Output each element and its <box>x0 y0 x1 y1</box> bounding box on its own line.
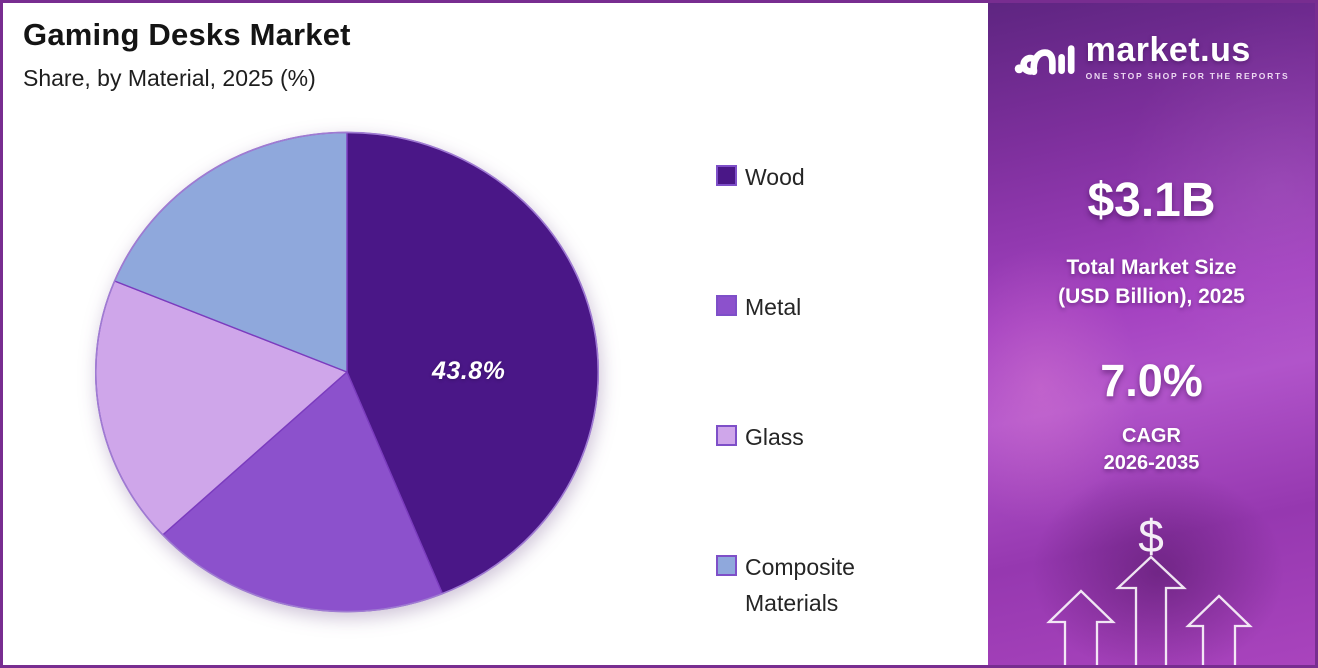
pie-outer-rim <box>96 132 598 611</box>
growth-arrows-graphic: $ <box>1046 510 1253 665</box>
pie-chart-svg <box>88 125 606 619</box>
up-arrow-middle-icon <box>1115 555 1187 665</box>
brand-text-block: market.us ONE STOP SHOP FOR THE REPORTS <box>1086 33 1290 81</box>
market-size-label: Total Market Size (USD Billion), 2025 <box>988 253 1315 311</box>
cagr-label-line1: CAGR <box>1122 425 1181 447</box>
up-arrow-left-icon <box>1046 589 1116 665</box>
market-size-value: $3.1B <box>1087 174 1216 227</box>
brand-logo: market.us ONE STOP SHOP FOR THE REPORTS <box>988 31 1315 83</box>
legend-label: Metal <box>745 294 802 320</box>
legend-item: Glass <box>716 419 915 455</box>
up-arrow-icons <box>1046 555 1253 665</box>
pie-slice-data-label: 43.8% <box>432 357 506 385</box>
brand-sidebar: market.us ONE STOP SHOP FOR THE REPORTS … <box>988 3 1315 665</box>
dollar-icon: $ <box>1138 510 1164 562</box>
chart-header: Gaming Desks Market Share, by Material, … <box>23 17 351 92</box>
cagr-value: 7.0% <box>1100 355 1203 406</box>
legend-item: Metal <box>716 289 915 325</box>
market-size-label-line2: (USD Billion), 2025 <box>1058 285 1245 308</box>
page-title: Gaming Desks Market <box>23 17 351 52</box>
legend-swatch-icon <box>716 165 737 186</box>
legend-label: Wood <box>745 164 805 190</box>
legend-swatch-icon <box>716 555 737 576</box>
legend-item: Composite Materials <box>716 549 915 621</box>
legend-label: Composite Materials <box>745 554 855 616</box>
pie-chart <box>88 125 606 619</box>
page-subtitle: Share, by Material, 2025 (%) <box>23 65 316 91</box>
legend-item: Wood <box>716 159 915 195</box>
market-size-label-line1: Total Market Size <box>1066 256 1237 279</box>
up-arrow-right-icon <box>1185 594 1253 665</box>
legend-swatch-icon <box>716 295 737 316</box>
brand-name: market.us <box>1085 31 1251 69</box>
market-us-logo-icon <box>1014 45 1075 76</box>
legend-label: Glass <box>745 424 804 450</box>
brand-tagline: ONE STOP SHOP FOR THE REPORTS <box>1085 71 1290 81</box>
legend-swatch-icon <box>716 425 737 446</box>
cagr-label-line2: 2026-2035 <box>1103 452 1200 474</box>
cagr-label: CAGR 2026-2035 <box>988 423 1315 477</box>
legend: Wood Metal Glass Composite Materials <box>716 159 915 621</box>
